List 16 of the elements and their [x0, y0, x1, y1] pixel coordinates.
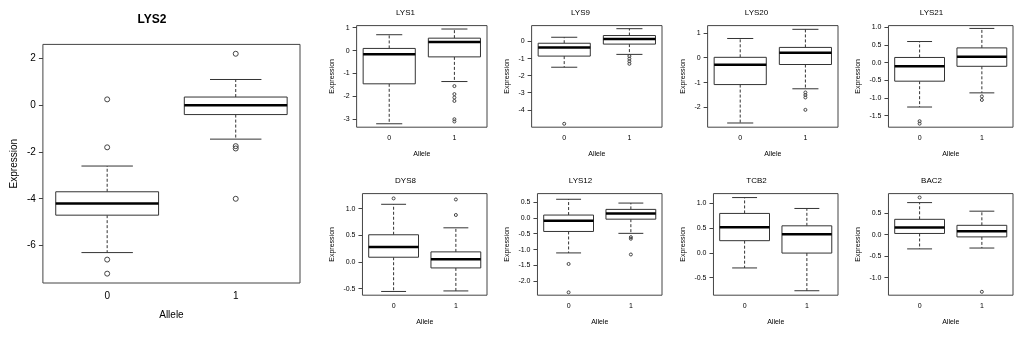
- y-tick-label: -6: [26, 239, 37, 251]
- chart-title: LYS1: [396, 8, 416, 17]
- chart-title: TCB2: [745, 176, 767, 185]
- y-axis-title: Expression: [7, 138, 19, 189]
- x-axis-title: Allele: [159, 308, 185, 320]
- chart-title: LYS2: [137, 11, 167, 26]
- chart-title: LYS12: [569, 176, 594, 185]
- y-tick-label: 2: [30, 52, 37, 64]
- y-tick-label: -4: [26, 192, 37, 204]
- chart-title: DYS8: [395, 176, 417, 185]
- chart-title: LYS21: [919, 8, 944, 17]
- chart-title: LYS9: [571, 8, 591, 17]
- chart-title: LYS20: [744, 8, 769, 17]
- y-tick-label: -2: [26, 145, 37, 157]
- chart-title: BAC2: [920, 176, 943, 185]
- y-tick-label: 0: [30, 98, 37, 110]
